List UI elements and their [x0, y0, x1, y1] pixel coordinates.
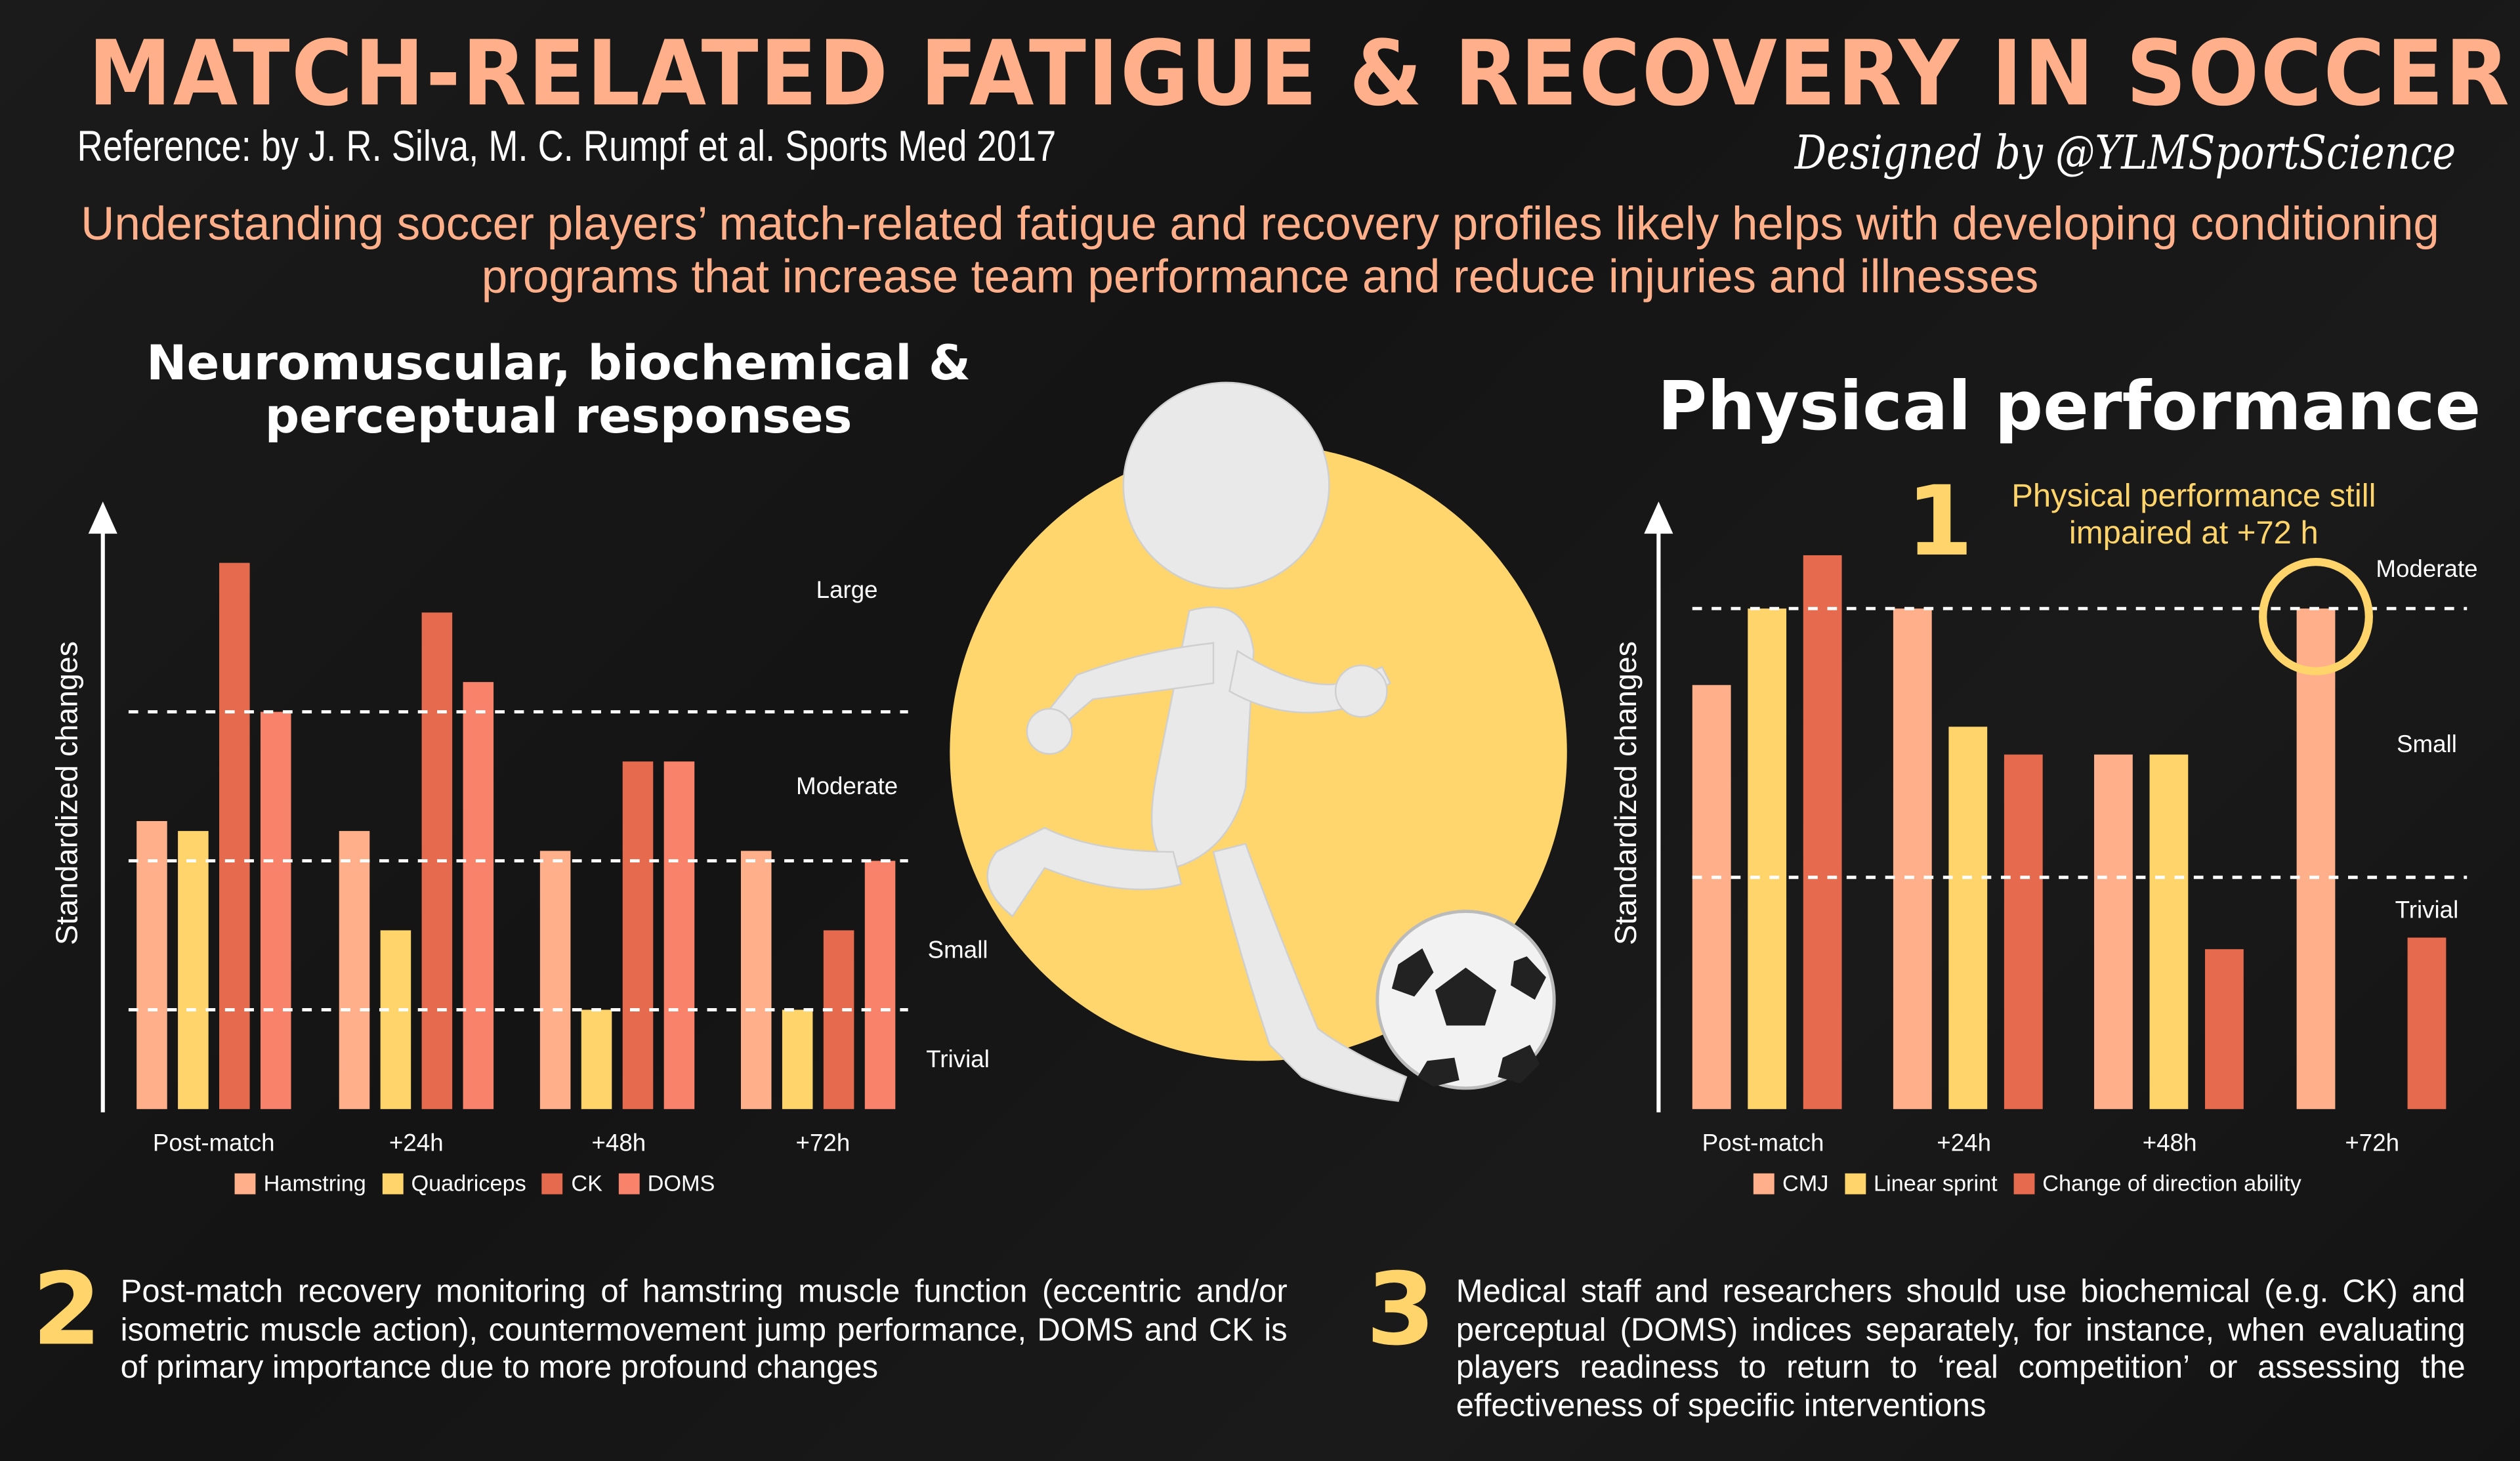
bar-change-of-direction-ability-1 [2004, 754, 2043, 1109]
legend-item: Hamstring [234, 1170, 366, 1196]
bar-linear-sprint-1 [1948, 727, 1988, 1109]
legend-swatch [382, 1172, 404, 1194]
threshold-label-large: Large [816, 577, 878, 604]
legend-label: Linear sprint [1873, 1170, 1998, 1196]
left-chart-title: Neuromuscular, biochemical & perceptual … [146, 335, 971, 446]
bar-quadriceps-1 [380, 930, 411, 1109]
x-tick-48h: +48h [2142, 1130, 2197, 1158]
bar-ck-3 [823, 930, 854, 1109]
callout-text: Physical performance still impaired at +… [2011, 478, 2376, 552]
left-legend: Hamstring Quadriceps CK DOMS [234, 1170, 715, 1196]
bar-cmj-0 [1692, 685, 1731, 1109]
legend-item: Linear sprint [1844, 1170, 1998, 1196]
highlight-circle [2259, 558, 2373, 675]
x-tick-post-match: Post-match [152, 1130, 275, 1158]
illustration [950, 381, 1567, 1102]
bar-quadriceps-3 [782, 1009, 813, 1109]
bar-doms-3 [864, 860, 896, 1109]
bar-change-of-direction-ability-2 [2205, 949, 2244, 1109]
bar-ck-2 [622, 761, 654, 1109]
right-bar-chart [1644, 501, 2468, 1112]
x-tick-24h: +24h [388, 1130, 444, 1158]
legend-label: CK [571, 1170, 602, 1196]
right-legend: CMJ Linear sprint Change of direction ab… [1753, 1170, 2301, 1196]
bar-doms-0 [260, 711, 291, 1109]
legend-label: Hamstring [263, 1170, 366, 1196]
bar-linear-sprint-0 [1748, 608, 1787, 1109]
threshold-label-small: Small [2397, 731, 2457, 759]
designer-credit: Designed by @YLMSportScience [1794, 125, 2456, 180]
bar-doms-1 [463, 682, 494, 1109]
soccer-ball-icon [1376, 910, 1556, 1090]
x-tick-72h: +72h [2345, 1130, 2400, 1158]
legend-swatch [2013, 1172, 2035, 1194]
right-chart-title: Physical performance [1657, 366, 2481, 446]
note-3-text: Medical staff and researchers should use… [1456, 1275, 2466, 1424]
bar-cmj-3 [2296, 608, 2336, 1109]
x-tick-24h: +24h [1937, 1130, 1992, 1158]
legend-swatch [1753, 1172, 1774, 1194]
left-bar-chart [88, 501, 908, 1112]
legend-swatch [542, 1172, 564, 1194]
threshold-label-small: Small [927, 937, 988, 965]
y-axis-arrowhead [88, 501, 117, 534]
bar-cmj-1 [1893, 608, 1932, 1109]
legend-item: DOMS [618, 1170, 715, 1196]
legend-item: Change of direction ability [2013, 1170, 2301, 1196]
legend-item: Quadriceps [382, 1170, 526, 1196]
legend-item: CMJ [1753, 1170, 1829, 1196]
sun-circle [950, 443, 1567, 1061]
legend-item: CK [542, 1170, 602, 1196]
bar-hamstring-3 [740, 851, 772, 1109]
legend-label: CMJ [1782, 1170, 1829, 1196]
threshold-label-moderate: Moderate [2376, 556, 2478, 583]
bar-cmj-2 [2094, 754, 2133, 1109]
bar-ck-0 [219, 562, 250, 1109]
subtitle: Understanding soccer players’ match-rela… [81, 199, 2439, 304]
bar-doms-2 [663, 761, 695, 1109]
threshold-label-trivial: Trivial [2395, 897, 2459, 925]
legend-swatch [618, 1172, 640, 1194]
legend-swatch [1844, 1172, 1866, 1194]
legend-swatch [234, 1172, 256, 1194]
legend-label: DOMS [647, 1170, 715, 1196]
bar-change-of-direction-ability-3 [2407, 937, 2446, 1109]
bar-hamstring-0 [136, 821, 167, 1109]
note-number-3: 3 [1366, 1250, 1436, 1368]
x-tick-72h: +72h [795, 1130, 850, 1158]
bar-change-of-direction-ability-0 [1803, 555, 1842, 1109]
reference: Reference: by J. R. Silva, M. C. Rumpf e… [77, 122, 1057, 171]
threshold-label-trivial: Trivial [926, 1046, 990, 1074]
stick-figure-kicking-ball-icon [986, 381, 1408, 1102]
note-2-text: Post-match recovery monitoring of hamstr… [120, 1275, 1288, 1386]
legend-label: Change of direction ability [2042, 1170, 2301, 1196]
note-number-2: 2 [32, 1250, 102, 1368]
bar-linear-sprint-2 [2149, 754, 2189, 1109]
bar-quadriceps-0 [178, 831, 209, 1109]
threshold-label-moderate: Moderate [796, 773, 898, 801]
bar-hamstring-2 [539, 851, 571, 1109]
bar-quadriceps-2 [581, 1009, 612, 1109]
page-title: MATCH-RELATED FATIGUE & RECOVERY IN SOCC… [88, 22, 2511, 127]
y-axis-arrowhead [1644, 501, 1673, 534]
x-tick-48h: +48h [591, 1130, 646, 1158]
x-tick-post-match: Post-match [1702, 1130, 1824, 1158]
legend-label: Quadriceps [411, 1170, 526, 1196]
bar-hamstring-1 [339, 831, 370, 1109]
callout-number: 1 [1906, 466, 1973, 579]
